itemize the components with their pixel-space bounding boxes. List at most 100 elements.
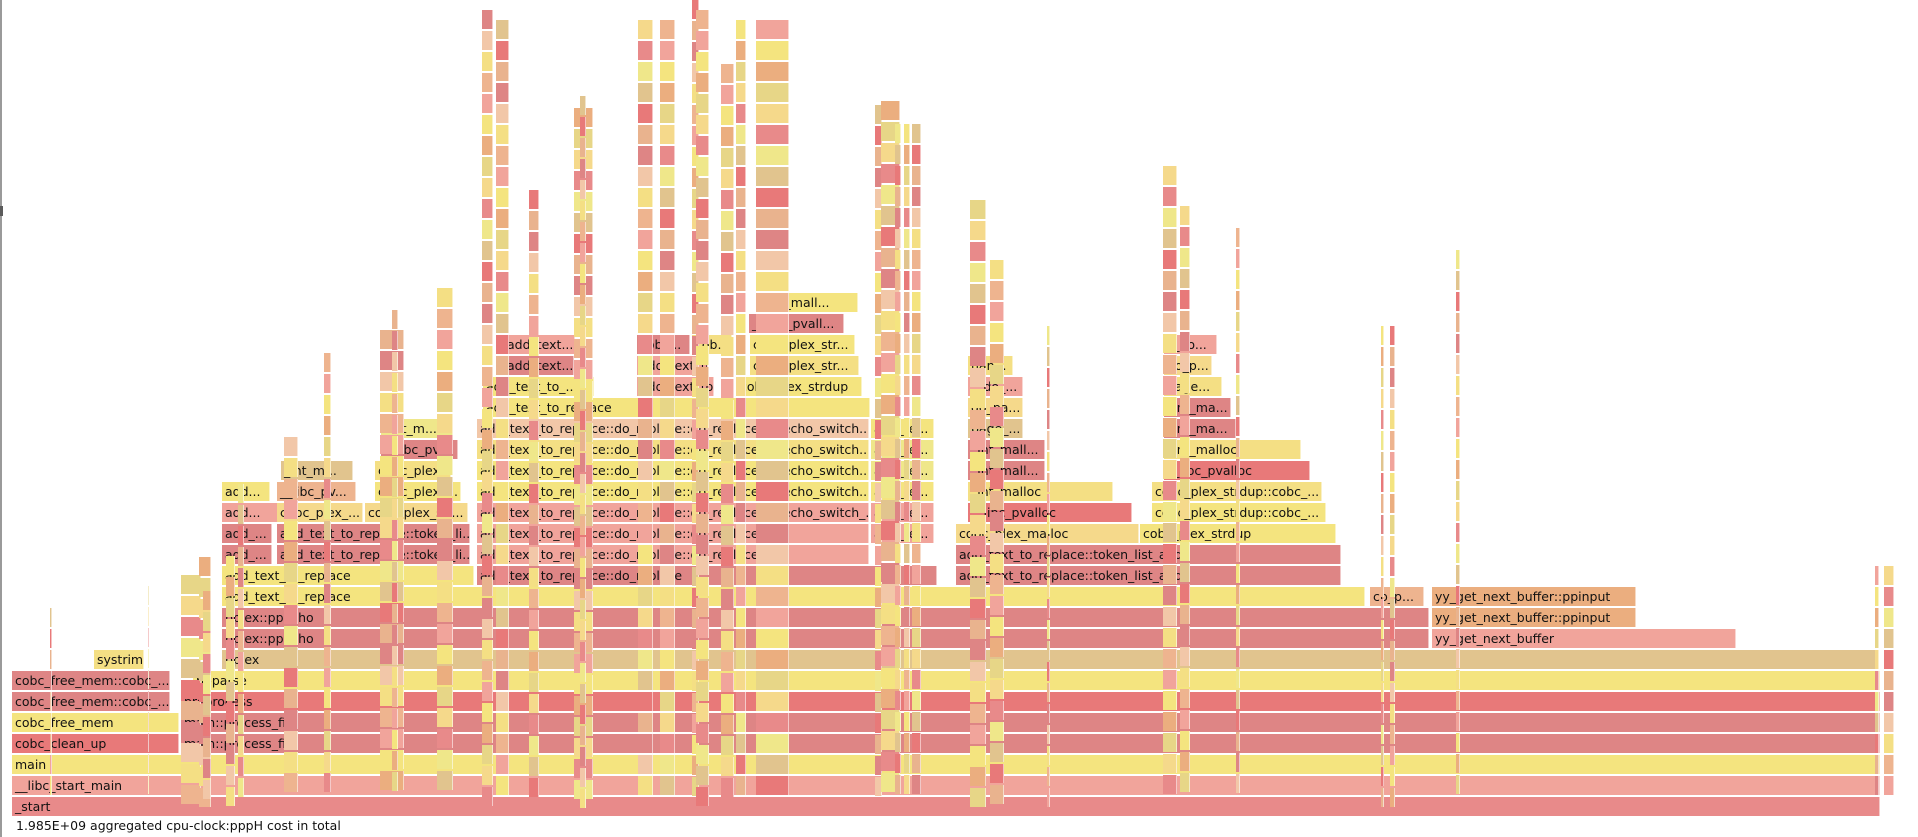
flame-frame[interactable]: main::process_file	[181, 734, 1880, 753]
flame-frame-narrow[interactable]	[912, 670, 921, 689]
flame-frame-narrow[interactable]	[696, 556, 709, 575]
flame-frame-narrow[interactable]	[660, 608, 675, 627]
flame-frame-narrow[interactable]	[529, 337, 539, 356]
flame-frame-narrow[interactable]	[580, 663, 586, 682]
flame-frame-narrow[interactable]	[1884, 671, 1894, 690]
flame-frame-narrow[interactable]	[756, 20, 789, 39]
flame-frame-narrow[interactable]	[736, 377, 746, 396]
flame-frame-narrow[interactable]	[721, 547, 734, 566]
flame-frame-narrow[interactable]	[1180, 248, 1190, 267]
flame-frame-narrow[interactable]	[1047, 746, 1050, 765]
flame-frame-narrow[interactable]	[736, 125, 746, 144]
flame-frame-narrow[interactable]	[736, 167, 746, 186]
flame-frame-narrow[interactable]	[904, 649, 910, 668]
flame-frame-narrow[interactable]	[721, 64, 734, 83]
flame-frame-narrow[interactable]	[148, 670, 149, 689]
flame-frame-narrow[interactable]	[1180, 416, 1190, 435]
flame-frame-narrow[interactable]	[482, 31, 493, 50]
flame-frame-narrow[interactable]	[529, 715, 539, 734]
flame-frame-narrow[interactable]	[181, 701, 201, 720]
flame-frame-narrow[interactable]	[392, 457, 398, 476]
flame-frame[interactable]: main	[12, 755, 1880, 774]
flame-frame-narrow[interactable]	[638, 125, 653, 144]
flame-frame-narrow[interactable]	[692, 420, 699, 439]
flame-frame-narrow[interactable]	[1875, 713, 1879, 732]
flame-frame-narrow[interactable]	[1456, 418, 1460, 437]
flame-frame-narrow[interactable]	[496, 503, 509, 522]
flame-frame-narrow[interactable]	[895, 271, 901, 290]
flame-frame-narrow[interactable]	[1390, 767, 1395, 786]
flame-frame-narrow[interactable]	[904, 397, 910, 416]
flame-frame-narrow[interactable]	[496, 83, 509, 102]
flame-frame-narrow[interactable]	[1236, 270, 1240, 289]
flame-frame-narrow[interactable]	[721, 715, 734, 734]
flame-frame-narrow[interactable]	[756, 545, 789, 564]
flame-frame-narrow[interactable]	[756, 104, 789, 123]
flame-frame-narrow[interactable]	[692, 714, 699, 733]
flame-frame-narrow[interactable]	[692, 462, 699, 481]
flame-frame-narrow[interactable]	[1390, 683, 1395, 702]
flame-frame-narrow[interactable]	[912, 439, 921, 458]
flame-frame-narrow[interactable]	[895, 754, 901, 773]
flame-frame-narrow[interactable]	[660, 776, 675, 795]
flame-frame-narrow[interactable]	[496, 41, 509, 60]
flame-frame-narrow[interactable]	[238, 652, 244, 671]
flame-frame-narrow[interactable]	[721, 757, 734, 776]
flame-frame-narrow[interactable]	[736, 524, 746, 543]
flame-frame-narrow[interactable]	[696, 640, 709, 659]
flame-frame-narrow[interactable]	[529, 421, 539, 440]
flame-frame-narrow[interactable]	[721, 337, 734, 356]
flame-frame-narrow[interactable]	[756, 482, 789, 501]
flame-frame-narrow[interactable]	[1236, 480, 1240, 499]
flame-frame-narrow[interactable]	[580, 600, 586, 619]
flame-frame-narrow[interactable]	[970, 599, 986, 618]
flame-frame-narrow[interactable]	[529, 316, 539, 335]
flame-frame-narrow[interactable]	[895, 229, 901, 248]
flame-frame-narrow[interactable]	[736, 272, 746, 291]
flame-frame-narrow[interactable]	[529, 547, 539, 566]
flame-frame-narrow[interactable]	[696, 514, 709, 533]
flame-frame-narrow[interactable]	[1047, 326, 1050, 345]
flame-frame-narrow[interactable]	[736, 440, 746, 459]
flame-frame-narrow[interactable]	[1163, 355, 1177, 374]
flame-frame-narrow[interactable]	[1180, 668, 1190, 687]
flame-frame-narrow[interactable]	[904, 565, 910, 584]
flame-frame-narrow[interactable]	[324, 374, 331, 393]
flame-frame-narrow[interactable]	[580, 495, 586, 514]
flame-frame-narrow[interactable]	[1047, 536, 1050, 555]
flame-frame-narrow[interactable]	[638, 566, 653, 585]
flame-frame-narrow[interactable]	[1381, 431, 1384, 450]
flame-frame-narrow[interactable]	[1180, 374, 1190, 393]
flame-frame-narrow[interactable]	[1180, 563, 1190, 582]
flame-frame-narrow[interactable]	[392, 562, 398, 581]
flame-frame-narrow[interactable]	[696, 73, 709, 92]
flame-frame-narrow[interactable]	[238, 694, 244, 713]
flame-frame-narrow[interactable]	[660, 335, 675, 354]
flame-frame-narrow[interactable]	[904, 544, 910, 563]
flame-frame-narrow[interactable]	[1390, 641, 1395, 660]
flame-frame-narrow[interactable]	[482, 115, 493, 134]
flame-frame-narrow[interactable]	[284, 500, 298, 519]
flame-frame-narrow[interactable]	[970, 263, 986, 282]
flame-frame-narrow[interactable]	[50, 755, 52, 774]
flame-frame[interactable]: _int_malloc	[968, 482, 1113, 501]
flame-frame-narrow[interactable]	[1456, 334, 1460, 353]
flame-frame-narrow[interactable]	[1875, 734, 1879, 753]
flame-frame-narrow[interactable]	[50, 650, 52, 669]
flame-frame-narrow[interactable]	[721, 568, 734, 587]
flame-frame-narrow[interactable]	[148, 733, 149, 752]
flame-frame-narrow[interactable]	[1163, 712, 1177, 731]
flame-frame-narrow[interactable]	[756, 335, 789, 354]
flame-frame-narrow[interactable]	[895, 712, 901, 731]
flame-frame-narrow[interactable]	[1180, 521, 1190, 540]
flame-frame-narrow[interactable]	[324, 752, 331, 771]
flame-frame-narrow[interactable]	[392, 667, 398, 686]
flame-frame-narrow[interactable]	[696, 493, 709, 512]
flame-frame-narrow[interactable]	[756, 272, 789, 291]
flame-frame-narrow[interactable]	[990, 617, 1004, 636]
flame-frame-narrow[interactable]	[660, 629, 675, 648]
flame-frame-narrow[interactable]	[756, 524, 789, 543]
flame-frame-narrow[interactable]	[437, 456, 453, 475]
flame-frame-narrow[interactable]	[50, 776, 52, 795]
flame-frame[interactable]: yy_get_next_buffer::ppinput	[1432, 608, 1636, 627]
